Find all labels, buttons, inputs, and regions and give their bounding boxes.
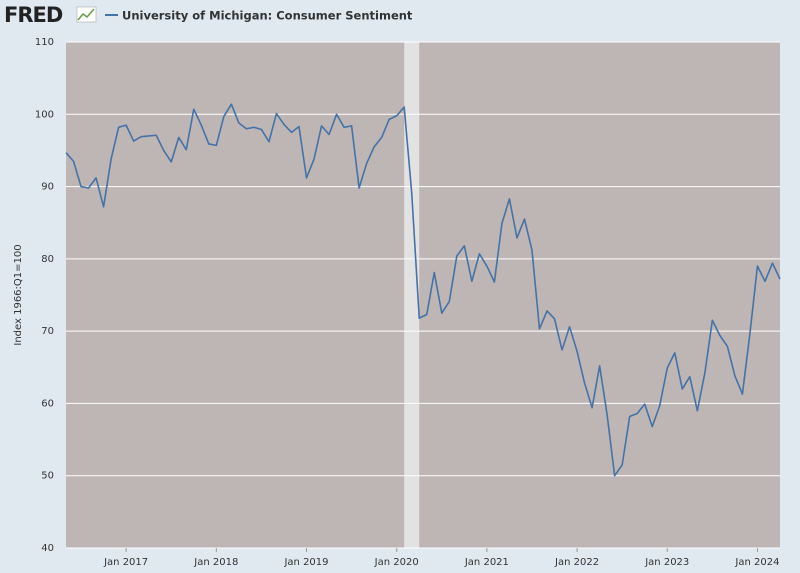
y-tick-label: 110 xyxy=(35,37,54,48)
x-tick-label: Jan 2019 xyxy=(283,557,328,568)
logo: FRED xyxy=(4,3,63,27)
x-tick-label: Jan 2024 xyxy=(734,557,779,568)
x-tick-label: Jan 2017 xyxy=(103,557,148,568)
recession-shading xyxy=(404,42,420,548)
y-tick-label: 60 xyxy=(41,398,54,409)
data-line xyxy=(65,103,781,477)
x-tick-label: Jan 2020 xyxy=(374,557,419,568)
x-tick-label: Jan 2018 xyxy=(193,557,238,568)
x-tick-label: Jan 2022 xyxy=(554,557,599,568)
y-tick-label: 80 xyxy=(41,254,54,265)
x-tick-label: Jan 2023 xyxy=(644,557,689,568)
logo-icon xyxy=(76,6,97,23)
y-tick-label: 70 xyxy=(41,326,54,337)
y-tick-label: 100 xyxy=(35,109,54,120)
y-tick-label: 40 xyxy=(41,543,54,554)
y-axis-label: Index 1966:Q1=100 xyxy=(13,244,24,345)
legend-label: University of Michigan: Consumer Sentime… xyxy=(122,9,413,23)
x-tick-label: Jan 2021 xyxy=(464,557,509,568)
plot-area xyxy=(66,42,780,548)
y-tick-label: 90 xyxy=(41,182,54,193)
y-tick-label: 50 xyxy=(41,471,54,482)
